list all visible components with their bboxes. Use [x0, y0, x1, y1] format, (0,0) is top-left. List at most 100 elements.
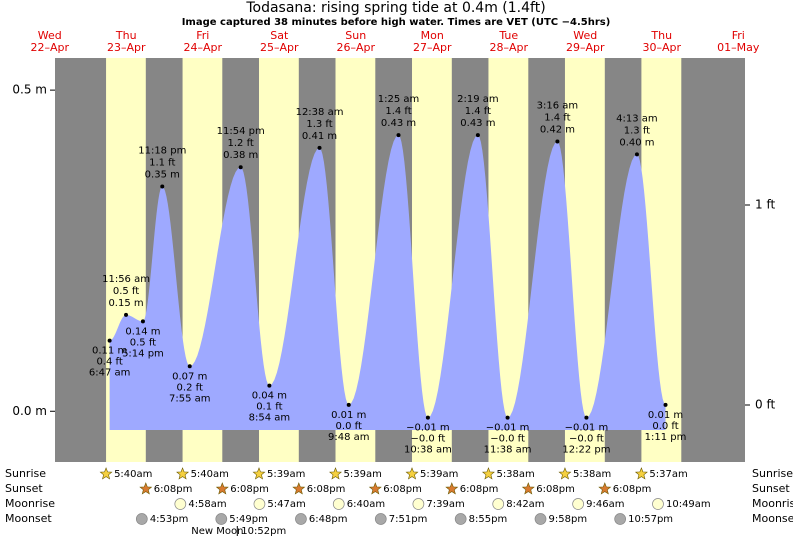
- tide-label: 0.1 ft: [256, 402, 282, 413]
- sunset-label: 6:08pm: [230, 484, 269, 495]
- tide-label: 1:25 am: [378, 94, 420, 105]
- sun-icon: [329, 467, 342, 480]
- row-label: Moonset: [752, 512, 793, 525]
- tide-label: 11:56 am: [102, 274, 150, 285]
- tide-point: [160, 184, 165, 189]
- tide-label: 0.43 m: [460, 118, 495, 129]
- tide-label: 0.2 ft: [177, 382, 203, 393]
- row-label: Moonset: [5, 512, 52, 525]
- y2-tick-label: 1 ft: [755, 198, 775, 212]
- chart-subtitle: Image captured 38 minutes before high wa…: [182, 17, 611, 28]
- day-weekday: Wed: [38, 29, 62, 42]
- tide-label: 1.1 ft: [149, 157, 175, 168]
- sun-icon: [292, 482, 306, 495]
- tide-label: −0.0 ft: [411, 434, 446, 445]
- day-weekday: Sat: [270, 29, 289, 42]
- tide-label: 0.04 m: [252, 391, 287, 402]
- moon-icon: [572, 498, 584, 510]
- tide-label: −0.01 m: [565, 423, 609, 434]
- tide-label: 1.3 ft: [306, 119, 332, 130]
- sunrise-label: 5:37am: [649, 469, 687, 480]
- day-weekday: Thu: [650, 29, 672, 42]
- day-weekday: Sun: [345, 29, 366, 42]
- day-date: 30–Apr: [642, 41, 681, 54]
- sunrise-label: 5:38am: [496, 469, 534, 480]
- sun-icon: [99, 467, 113, 480]
- day-weekday: Fri: [732, 29, 745, 42]
- tide-label: 6:47 am: [89, 368, 131, 379]
- tide-label: −0.0 ft: [569, 434, 604, 445]
- sunset-label: 6:08pm: [613, 484, 652, 495]
- moon-icon: [534, 513, 547, 525]
- day-date: 29–Apr: [566, 41, 605, 54]
- tide-point: [346, 402, 351, 407]
- day-weekday: Wed: [573, 29, 597, 42]
- tide-label: −0.0 ft: [490, 434, 525, 445]
- sunset-label: 6:08pm: [307, 484, 346, 495]
- tide-label: 1.4 ft: [385, 106, 411, 117]
- tide-label: 1:11 pm: [645, 432, 687, 443]
- tide-point: [475, 133, 480, 138]
- chart-title: Todasana: rising spring tide at 0.4m (1.…: [245, 0, 545, 16]
- tide-label: 4:13 am: [616, 113, 658, 124]
- moon-icon: [332, 498, 345, 510]
- moonrise-label: 7:39am: [426, 499, 464, 510]
- day-weekday: Fri: [196, 29, 209, 42]
- moonrise-label: 8:42am: [506, 499, 544, 510]
- day-weekday: Thu: [115, 29, 137, 42]
- sunset-label: 6:08pm: [383, 484, 422, 495]
- day-date: 23–Apr: [107, 41, 146, 54]
- sunset-label: 6:08pm: [460, 484, 499, 495]
- sun-icon: [176, 467, 190, 480]
- row-label: Moonrise: [5, 497, 55, 510]
- tide-point: [555, 139, 560, 144]
- tide-point: [505, 415, 510, 420]
- tide-point: [584, 415, 589, 420]
- tide-label: 0.15 m: [108, 298, 143, 309]
- day-date: 27–Apr: [413, 41, 452, 54]
- sun-icon: [634, 467, 648, 480]
- sun-icon: [481, 467, 495, 480]
- sun-icon: [215, 482, 229, 495]
- sun-icon: [252, 467, 266, 480]
- tide-label: 1.4 ft: [544, 112, 570, 123]
- row-label: Moonrise: [752, 497, 793, 510]
- tide-label: 0.4 ft: [96, 357, 122, 368]
- tide-label: 0.0 ft: [652, 421, 678, 432]
- row-label: Sunrise: [752, 467, 793, 480]
- day-date: 22–Apr: [30, 41, 69, 54]
- tide-label: 0.35 m: [145, 169, 180, 180]
- day-weekday: Mon: [421, 29, 444, 42]
- tide-label: 0.41 m: [302, 131, 337, 142]
- tide-label: 0.0 ft: [336, 421, 362, 432]
- sun-icon: [405, 467, 419, 480]
- tide-label: 1.2 ft: [228, 138, 254, 149]
- day-date: 28–Apr: [489, 41, 528, 54]
- moon-icon: [135, 513, 148, 525]
- day-date: 25–Apr: [260, 41, 299, 54]
- row-label: Sunset: [752, 482, 790, 495]
- sunrise-label: 5:40am: [114, 469, 152, 480]
- tide-label: 1.4 ft: [465, 106, 491, 117]
- tide-label: −0.01 m: [406, 423, 450, 434]
- sun-icon: [521, 482, 535, 495]
- tide-point: [140, 319, 145, 324]
- tide-point: [396, 133, 401, 138]
- tide-label: 3:16 am: [537, 100, 579, 111]
- moon-icon: [174, 498, 187, 510]
- sunset-label: 6:08pm: [536, 484, 575, 495]
- y-tick-label: 0.5 m: [12, 83, 47, 97]
- tide-label: 5:14 pm: [122, 348, 164, 359]
- tide-label: 0.43 m: [381, 118, 416, 129]
- day-date: 26–Apr: [336, 41, 375, 54]
- sunrise-label: 5:39am: [420, 469, 458, 480]
- tide-label: 0.11 m: [92, 346, 127, 357]
- tide-label: 0.01 m: [331, 410, 366, 421]
- moon-icon: [295, 513, 307, 525]
- tide-point: [124, 312, 129, 317]
- tide-label: 2:19 am: [457, 94, 499, 105]
- moonset-label: 7:51pm: [389, 514, 428, 525]
- sunrise-label: 5:39am: [267, 469, 305, 480]
- tide-label: 11:54 pm: [217, 126, 265, 137]
